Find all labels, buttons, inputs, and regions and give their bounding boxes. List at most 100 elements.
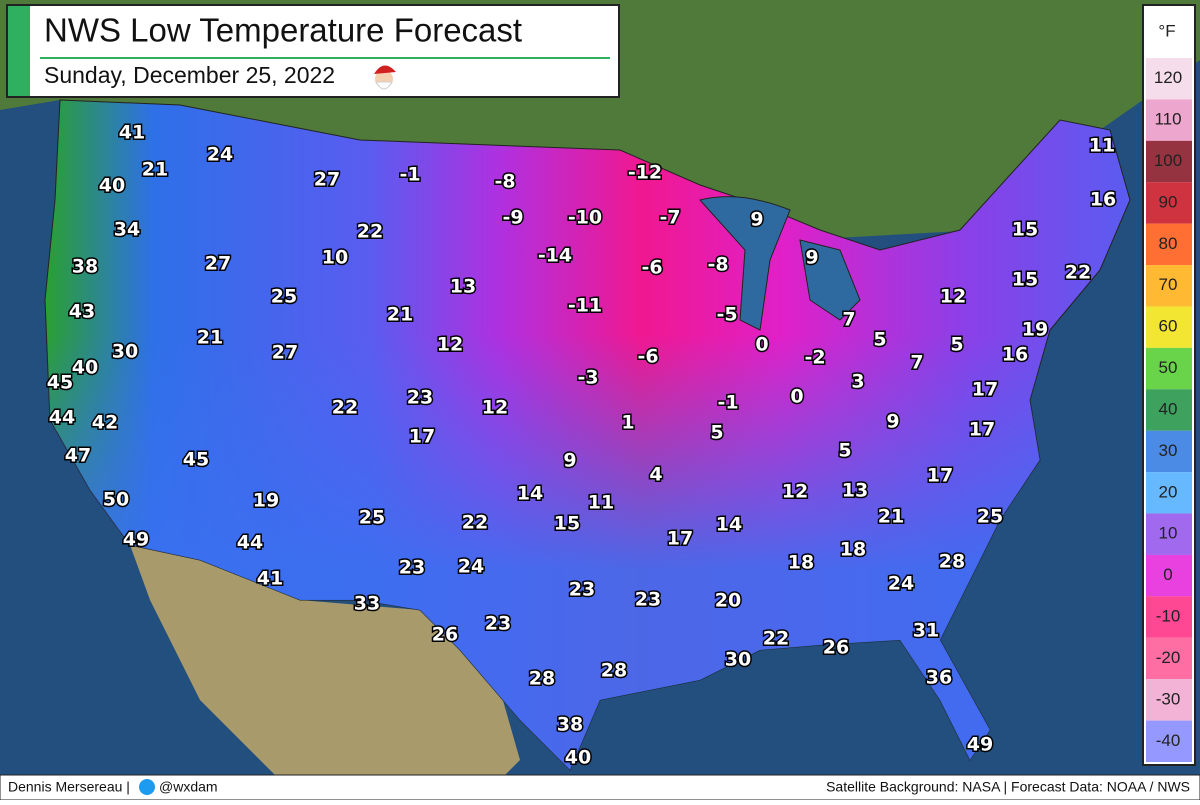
temperature-label: 16 [1090, 189, 1116, 211]
temperature-label: 28 [939, 551, 965, 573]
temperature-label: 31 [913, 620, 939, 642]
temperature-label: 12 [940, 286, 966, 308]
legend-tick-label: 0 [1163, 565, 1172, 584]
temperature-label: 22 [462, 512, 488, 534]
temperature-label: 12 [782, 481, 808, 503]
temperature-label: 45 [183, 449, 209, 471]
legend-tick-label: 100 [1154, 151, 1182, 170]
temperature-label: 26 [432, 624, 458, 646]
legend-swatch [1146, 637, 1192, 680]
temperature-label: 27 [272, 342, 298, 364]
temperature-label: 40 [72, 357, 98, 379]
temperature-label: 17 [972, 379, 998, 401]
temperature-label: 12 [482, 397, 508, 419]
temperature-label: 38 [557, 714, 583, 736]
temperature-label: 23 [485, 613, 511, 635]
legend-unit: °F [1158, 21, 1175, 40]
temperature-label: 13 [450, 276, 476, 298]
temperature-label: -9 [502, 207, 523, 229]
temperature-label: 23 [399, 557, 425, 579]
temperature-label: 42 [92, 412, 118, 434]
legend-tick-label: -30 [1156, 689, 1181, 708]
temperature-label: -6 [637, 346, 658, 368]
temperature-label: 30 [112, 341, 138, 363]
temperature-label: 14 [716, 514, 742, 536]
temperature-label: 45 [47, 372, 73, 394]
temperature-label: 22 [357, 221, 383, 243]
temperature-label: 11 [1089, 135, 1115, 157]
temperature-label: 36 [926, 667, 952, 689]
temperature-label: 0 [790, 386, 803, 408]
temperature-label: 9 [750, 209, 763, 231]
legend-tick-label: 110 [1154, 110, 1181, 129]
temperature-label: 3 [851, 371, 864, 393]
legend-swatch [1146, 554, 1192, 597]
temperature-label: 9 [805, 247, 818, 269]
legend-swatch [1146, 472, 1192, 514]
legend-tick-label: 40 [1159, 399, 1178, 418]
legend-tick-label: 60 [1159, 317, 1178, 336]
temperature-label: 44 [237, 532, 263, 554]
legend-tick-label: 90 [1159, 192, 1178, 211]
temperature-label: 17 [667, 528, 693, 550]
temperature-label: 24 [207, 144, 233, 166]
temperature-label: 19 [253, 490, 279, 512]
temperature-label: -3 [577, 367, 598, 389]
temperature-label: 22 [332, 397, 358, 419]
temperature-label: 28 [601, 660, 627, 682]
temperature-label: 47 [65, 445, 91, 467]
temperature-label: 28 [529, 668, 555, 690]
santa-icon [374, 65, 396, 90]
temperature-label: 10 [322, 247, 348, 269]
temperature-label: 41 [257, 568, 283, 590]
temperature-label: 23 [569, 579, 595, 601]
temperature-label: -11 [568, 295, 602, 317]
legend-tick-label: 50 [1159, 358, 1178, 377]
temperature-label: 9 [563, 450, 576, 472]
temperature-label: 15 [1012, 269, 1038, 291]
great-lakes [699, 196, 861, 331]
temperature-label: -6 [641, 257, 662, 279]
temperature-label: 49 [123, 529, 149, 551]
temperature-label: -5 [716, 304, 737, 326]
temperature-label: 0 [755, 334, 768, 356]
legend-swatch [1146, 223, 1192, 266]
temperature-label: 26 [823, 637, 849, 659]
temperature-label: 19 [1022, 319, 1048, 341]
temperature-label: 4 [649, 464, 662, 486]
legend-tick-label: 120 [1154, 68, 1182, 87]
temperature-label: 5 [710, 422, 723, 444]
temperature-label: 13 [842, 480, 868, 502]
temperature-label: 18 [788, 552, 814, 574]
temperature-label: 49 [967, 734, 993, 756]
temperature-label: 27 [314, 169, 340, 191]
legend-tick-label: 70 [1159, 275, 1178, 294]
temperature-label: 24 [458, 556, 484, 578]
temperature-label: 17 [969, 419, 995, 441]
temperature-label: 50 [103, 489, 129, 511]
legend-swatch [1146, 596, 1192, 638]
temperature-label: 20 [715, 590, 741, 612]
title-box [6, 4, 620, 98]
temperature-label: 44 [49, 407, 75, 429]
temperature-label: 21 [142, 159, 168, 181]
legend-swatch [1146, 389, 1192, 431]
temperature-label: 22 [1065, 262, 1091, 284]
temperature-label: -12 [628, 162, 662, 184]
temperature-label: 25 [271, 286, 297, 308]
temperature-label: 30 [725, 649, 751, 671]
temperature-label: -14 [538, 245, 572, 267]
temperature-label: 23 [635, 589, 661, 611]
temperature-label: 17 [927, 465, 953, 487]
subtitle: Sunday, December 25, 2022 [44, 62, 335, 88]
temperature-label: 27 [205, 253, 231, 275]
legend-swatch [1146, 513, 1192, 555]
temperature-label: 18 [840, 539, 866, 561]
temperature-label: -8 [494, 171, 515, 193]
temperature-label: 40 [99, 175, 125, 197]
temperature-label: 34 [114, 219, 140, 241]
legend-swatch [1146, 140, 1192, 183]
temperature-label: 9 [886, 411, 899, 433]
